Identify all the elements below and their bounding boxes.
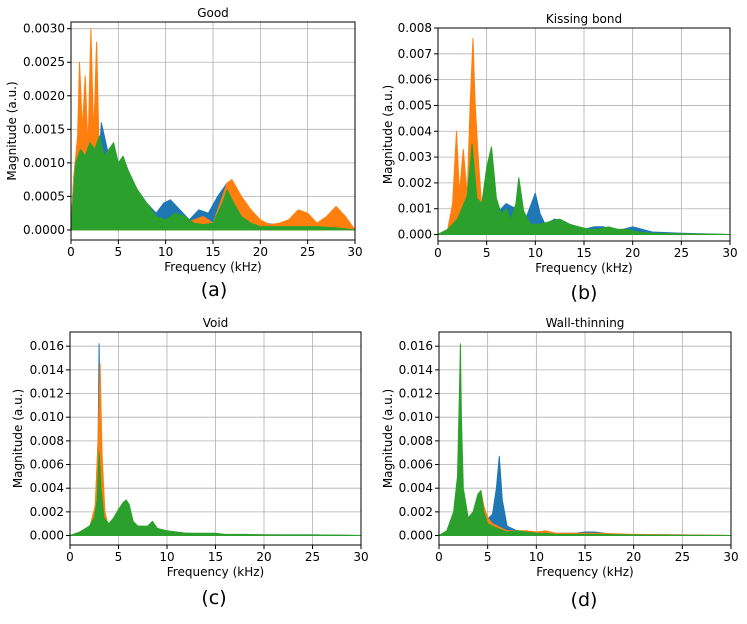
y-tick-label: 0.006 [398, 73, 432, 87]
chart-title: Wall-thinning [546, 316, 625, 330]
series-group [71, 28, 355, 231]
y-tick-label: 0.000 [398, 228, 432, 242]
x-tick-label: 0 [66, 550, 74, 564]
chart-title: Good [197, 6, 229, 20]
x-tick-label: 30 [722, 246, 737, 260]
x-tick-label: 20 [253, 245, 268, 259]
x-tick-label: 5 [483, 246, 491, 260]
y-tick-label: 0.004 [30, 481, 64, 495]
y-tick-label: 0.0020 [23, 89, 65, 103]
x-tick-label: 25 [675, 550, 690, 564]
x-tick-label: 0 [67, 245, 75, 259]
series-3-area [71, 135, 355, 231]
x-tick-label: 30 [347, 245, 362, 259]
x-tick-label: 30 [353, 550, 368, 564]
x-tick-label: 25 [300, 245, 315, 259]
chart-title: Void [203, 316, 229, 330]
x-tick-label: 15 [576, 246, 591, 260]
series-3-area [70, 452, 361, 536]
y-tick-label: 0.006 [30, 458, 64, 472]
y-tick-label: 0.0005 [23, 189, 65, 203]
x-tick-label: 20 [256, 550, 271, 564]
y-tick-label: 0.0030 [23, 22, 65, 36]
y-tick-label: 0.014 [30, 363, 64, 377]
chart-panel-3: 0 5 10 15 20 25 30 0.000 0.002 0.004 0.006 0.008 0.0… [11, 316, 369, 579]
y-tick-label: 0.014 [399, 363, 433, 377]
x-axis-label: Frequency (kHz) [167, 565, 264, 579]
y-tick-label: 0.004 [399, 481, 433, 495]
caption-a: (a) [200, 279, 228, 301]
chart-panel-2: 0 5 10 15 20 25 30 0.000 0.001 0.002 0.003 0.004 0.0… [381, 12, 738, 275]
y-axis-label: Magnitude (a.u.) [11, 389, 25, 488]
x-tick-label: 10 [529, 550, 544, 564]
series-3-area [439, 343, 731, 536]
x-tick-label: 0 [434, 246, 442, 260]
caption-d: (d) [570, 589, 598, 611]
caption-b: (b) [570, 282, 598, 304]
y-tick-label: 0.010 [399, 410, 433, 424]
y-tick-label: 0.008 [30, 434, 64, 448]
x-tick-label: 15 [577, 550, 592, 564]
y-tick-label: 0.003 [398, 150, 432, 164]
y-tick-label: 0.0015 [23, 122, 65, 136]
y-tick-label: 0.008 [398, 21, 432, 35]
chart-panel-1: 0 5 10 15 20 25 30 0.0000 0.0005 0.0010 0.0015 0.00… [5, 6, 363, 274]
y-tick-label: 0.012 [399, 387, 433, 401]
x-tick-label: 25 [305, 550, 320, 564]
y-axis-label: Magnitude (a.u.) [5, 81, 19, 180]
x-tick-label: 30 [723, 550, 738, 564]
chart-title: Kissing bond [546, 12, 622, 26]
x-tick-label: 0 [435, 550, 443, 564]
y-tick-label: 0.0010 [23, 156, 65, 170]
y-tick-label: 0.001 [398, 202, 432, 216]
y-tick-label: 0.0000 [23, 223, 65, 237]
x-tick-label: 5 [115, 245, 123, 259]
x-tick-label: 10 [159, 550, 174, 564]
x-tick-label: 25 [674, 246, 689, 260]
y-tick-label: 0.010 [30, 410, 64, 424]
x-tick-label: 10 [528, 246, 543, 260]
x-tick-label: 20 [625, 246, 640, 260]
x-tick-label: 10 [158, 245, 173, 259]
y-tick-label: 0.007 [398, 47, 432, 61]
y-tick-label: 0.016 [30, 339, 64, 353]
x-axis-label: Frequency (kHz) [535, 261, 632, 275]
x-tick-label: 15 [205, 245, 220, 259]
y-tick-label: 0.000 [399, 529, 433, 543]
x-axis-label: Frequency (kHz) [536, 565, 633, 579]
y-tick-label: 0.002 [399, 505, 433, 519]
y-tick-label: 0.000 [30, 529, 64, 543]
caption-c: (c) [201, 587, 227, 609]
y-tick-label: 0.016 [399, 339, 433, 353]
y-axis-label: Magnitude (a.u.) [381, 389, 395, 488]
series-group [70, 343, 361, 536]
x-tick-label: 5 [115, 550, 123, 564]
y-tick-label: 0.002 [398, 176, 432, 190]
x-tick-label: 5 [484, 550, 492, 564]
x-axis-label: Frequency (kHz) [164, 260, 261, 274]
x-tick-label: 20 [626, 550, 641, 564]
y-tick-label: 0.005 [398, 98, 432, 112]
y-tick-label: 0.006 [399, 458, 433, 472]
chart-panel-4: 0 5 10 15 20 25 30 0.000 0.002 0.004 0.006 0.008 0.0… [381, 316, 739, 579]
series-group [439, 343, 731, 536]
y-tick-label: 0.0025 [23, 55, 65, 69]
series-3-area [438, 143, 730, 235]
x-tick-label: 15 [208, 550, 223, 564]
y-axis-label: Magnitude (a.u.) [381, 85, 395, 184]
y-tick-label: 0.002 [30, 505, 64, 519]
y-tick-label: 0.004 [398, 124, 432, 138]
y-tick-label: 0.008 [399, 434, 433, 448]
series-group [438, 37, 730, 235]
y-tick-label: 0.012 [30, 387, 64, 401]
